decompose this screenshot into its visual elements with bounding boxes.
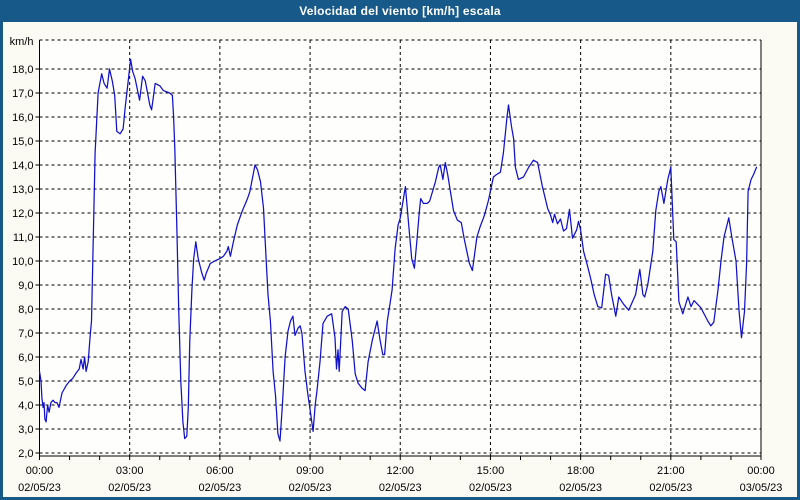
- y-tick-label: 15,0: [12, 136, 33, 148]
- y-tick-label: 2,0: [18, 448, 33, 460]
- page-title: Velocidad del viento [km/h] escala: [299, 4, 501, 18]
- wind-speed-chart: 18,0 17,0 16,0 15,0 14,0 13,0 12,0 11,0 10,0 9,0 8…: [10, 36, 783, 494]
- x-tick-time-label: 03:00: [116, 465, 144, 477]
- y-tick-label: 14,0: [12, 160, 33, 172]
- y-tick-label: 6,0: [18, 352, 33, 364]
- x-tick-date-label: 02/05/23: [559, 482, 602, 494]
- plot-background: [39, 40, 761, 456]
- x-tick-date-label: 02/05/23: [18, 482, 61, 494]
- x-tick-time-label: 18:00: [567, 465, 595, 477]
- x-tick-time-label: 15:00: [477, 465, 505, 477]
- x-tick-date-label: 03/05/23: [740, 482, 783, 494]
- y-axis-unit-label: km/h: [10, 36, 34, 48]
- y-tick-label: 5,0: [18, 376, 33, 388]
- y-tick-label: 8,0: [18, 304, 33, 316]
- x-tick-time-label: 06:00: [206, 465, 234, 477]
- x-tick-date-label: 02/05/23: [649, 482, 692, 494]
- wind-speed-line: [38, 58, 758, 442]
- x-tick-date-label: 02/05/23: [469, 482, 512, 494]
- y-tick-label: 7,0: [18, 328, 33, 340]
- x-tick-date-label: 02/05/23: [108, 482, 151, 494]
- y-tick-label: 16,0: [12, 112, 33, 124]
- y-tick-label: 18,0: [12, 64, 33, 76]
- x-tick-time-label: 21:00: [657, 465, 685, 477]
- y-tick-label: 12,0: [12, 208, 33, 220]
- y-tick-label: 9,0: [18, 280, 33, 292]
- y-tick-label: 4,0: [18, 400, 33, 412]
- x-tick-date-label: 02/05/23: [379, 482, 422, 494]
- title-bar: Velocidad del viento [km/h] escala: [3, 0, 797, 22]
- y-tick-label: 11,0: [13, 232, 34, 244]
- y-tick-label: 10,0: [12, 256, 33, 268]
- y-tick-label: 17,0: [12, 88, 33, 100]
- y-tick-label: 13,0: [12, 184, 33, 196]
- y-tick-label: 3,0: [18, 424, 33, 436]
- x-tick-time-label: 00:00: [26, 465, 54, 477]
- chart-area: 18,0 17,0 16,0 15,0 14,0 13,0 12,0 11,0 10,0 9,0 8…: [3, 22, 797, 497]
- x-tick-date-label: 02/05/23: [289, 482, 332, 494]
- x-tick-time-label: 00:00: [747, 465, 775, 477]
- x-tick-time-label: 12:00: [386, 465, 414, 477]
- x-tick-date-label: 02/05/23: [198, 482, 241, 494]
- x-tick-time-label: 09:00: [296, 465, 324, 477]
